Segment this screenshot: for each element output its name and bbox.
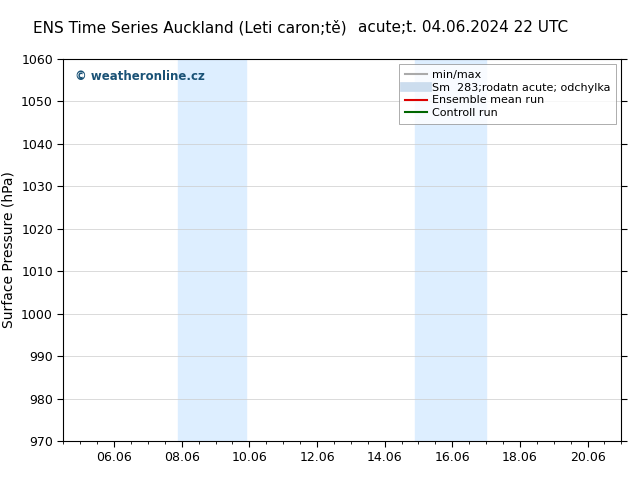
- Text: acute;t. 04.06.2024 22 UTC: acute;t. 04.06.2024 22 UTC: [358, 20, 568, 35]
- Legend: min/max, Sm  283;rodatn acute; odchylka, Ensemble mean run, Controll run: min/max, Sm 283;rodatn acute; odchylka, …: [399, 64, 616, 124]
- Bar: [415, 59, 486, 441]
- Bar: [178, 59, 246, 441]
- Text: ENS Time Series Auckland (Leti caron;tě): ENS Time Series Auckland (Leti caron;tě): [34, 20, 347, 35]
- Text: © weatheronline.cz: © weatheronline.cz: [75, 70, 204, 83]
- Y-axis label: Surface Pressure (hPa): Surface Pressure (hPa): [1, 172, 16, 328]
